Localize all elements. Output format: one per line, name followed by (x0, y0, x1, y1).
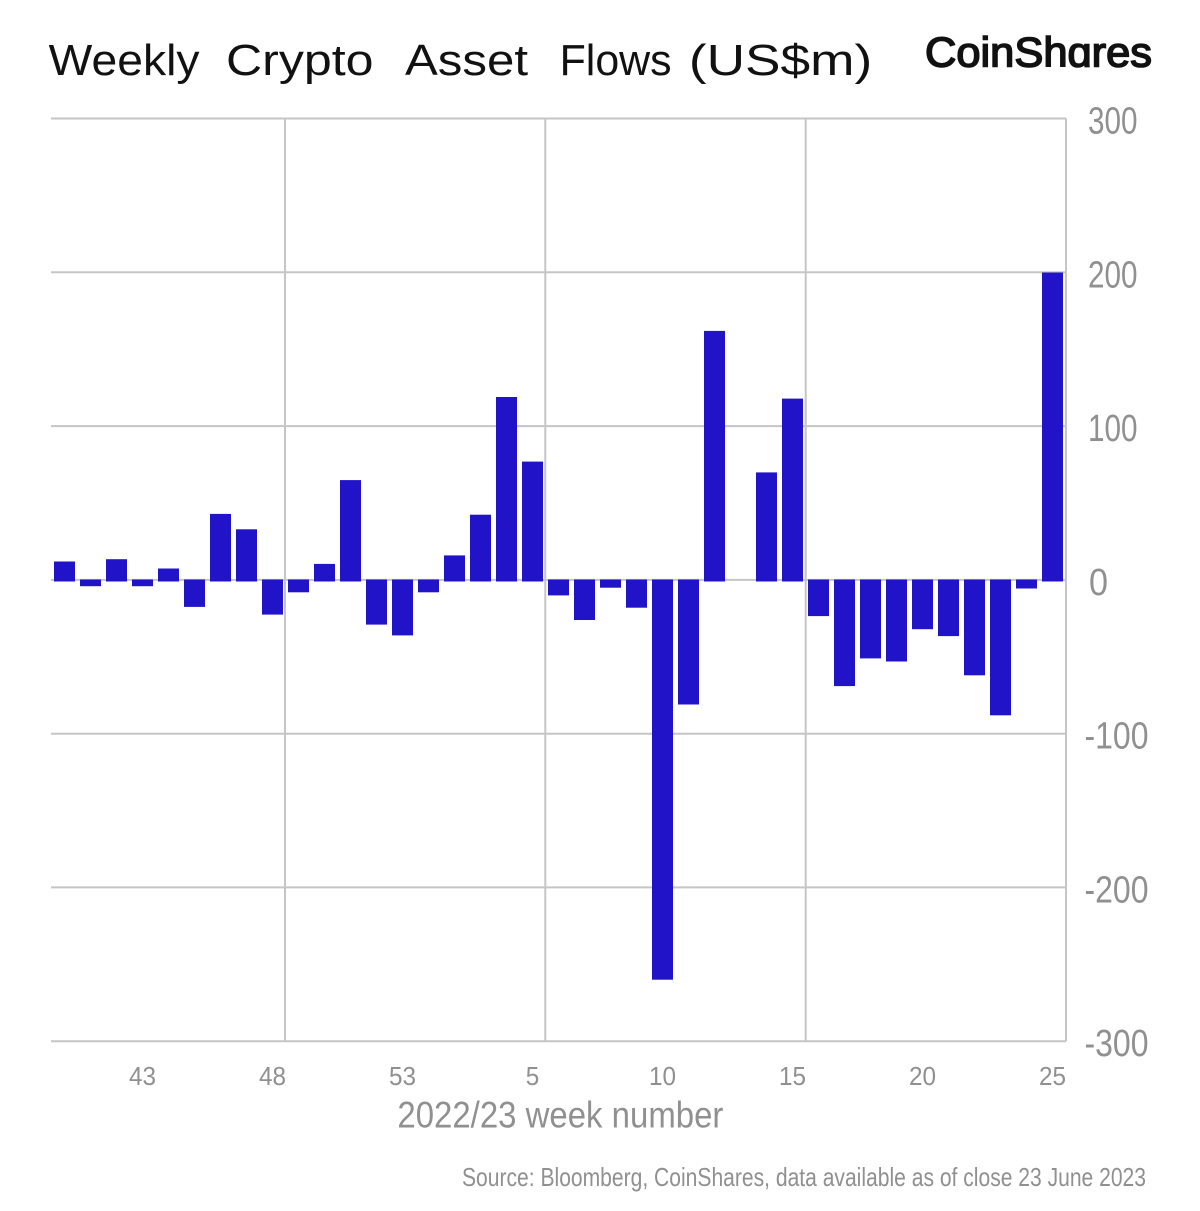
svg-text:0: 0 (1089, 562, 1108, 604)
svg-text:5: 5 (526, 1061, 540, 1091)
svg-text:2022/23 week number: 2022/23 week number (397, 1095, 723, 1136)
svg-text:-300: -300 (1085, 1023, 1149, 1065)
svg-text:Weekly: Weekly (49, 36, 200, 85)
svg-text:20: 20 (909, 1061, 936, 1091)
svg-text:-100: -100 (1085, 716, 1149, 758)
svg-text:53: 53 (389, 1061, 416, 1091)
svg-text:25: 25 (1039, 1061, 1066, 1091)
svg-text:-200: -200 (1085, 870, 1149, 912)
svg-text:Source: Bloomberg, CoinShares,: Source: Bloomberg, CoinShares, data avai… (462, 1162, 1146, 1192)
svg-text:Asset: Asset (405, 36, 528, 85)
svg-text:48: 48 (259, 1061, 286, 1091)
svg-text:15: 15 (779, 1061, 806, 1091)
svg-text:100: 100 (1088, 408, 1138, 450)
svg-text:Crypto: Crypto (226, 36, 374, 85)
svg-text:43: 43 (129, 1061, 156, 1091)
svg-text:(US$m): (US$m) (689, 36, 872, 85)
svg-text:Flows: Flows (560, 36, 672, 85)
svg-text:CoinShɑres: CoinShɑres (925, 28, 1152, 75)
svg-text:10: 10 (649, 1061, 676, 1091)
svg-text:200: 200 (1088, 254, 1138, 296)
svg-text:300: 300 (1088, 101, 1138, 143)
